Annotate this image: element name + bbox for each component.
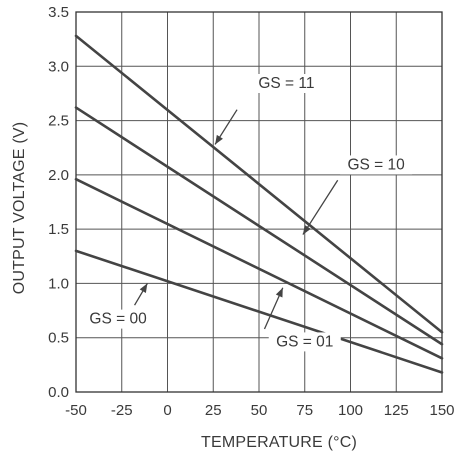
- series-group: [74, 34, 444, 374]
- y-axis-title: OUTPUT VOLTAGE (V): [11, 122, 28, 295]
- x-tick-label: 25: [205, 402, 222, 419]
- plot-frame: [75, 11, 443, 393]
- annotation-label: GS = 01: [276, 333, 333, 350]
- y-tick-label: 3.5: [48, 4, 69, 21]
- x-tick-label: 150: [429, 402, 454, 419]
- series-line: [74, 249, 444, 374]
- annotation-label-bg: [82, 309, 155, 329]
- annotation-arrowhead: [139, 283, 148, 294]
- annotation-label-bg: [268, 332, 341, 352]
- annotation-label: GS = 10: [347, 156, 405, 173]
- grid: [75, 11, 443, 393]
- annotation-label-bg: [340, 155, 413, 175]
- annotation-label: GS = 00: [89, 311, 147, 328]
- x-tick-labels: -50 -25 0 25 50 75 100 125 150: [65, 402, 454, 419]
- series-line: [74, 34, 444, 334]
- x-tick-label: -50: [65, 402, 87, 419]
- y-tick-labels: 0.0 0.5 1.0 1.5 2.0 2.5 3.0 3.5: [48, 4, 69, 401]
- series-line: [74, 106, 444, 346]
- annotation-arrowhead: [275, 287, 283, 298]
- annotation-arrow-shaft: [302, 179, 339, 235]
- x-tick-label: -25: [111, 402, 133, 419]
- series-line: [74, 177, 444, 360]
- y-tick-label: 2.0: [48, 167, 69, 184]
- y-tick-label: 0.0: [48, 384, 69, 401]
- x-tick-label: 50: [251, 402, 268, 419]
- annotation-arrowhead: [215, 134, 223, 145]
- x-axis-title: TEMPERATURE (°C): [201, 434, 357, 451]
- y-tick-label: 0.5: [48, 330, 69, 347]
- x-tick-label: 0: [163, 402, 171, 419]
- annotation-label: GS = 11: [258, 75, 314, 92]
- x-tick-label: 100: [338, 402, 363, 419]
- x-tick-label: 125: [384, 402, 409, 419]
- y-tick-label: 1.5: [48, 221, 69, 238]
- y-tick-label: 1.0: [48, 275, 69, 292]
- y-tick-label: 2.5: [48, 113, 69, 130]
- annotations: GS = 11 GS = 10 GS = 01 GS = 00: [82, 74, 413, 352]
- x-tick-label: 75: [296, 402, 313, 419]
- y-tick-label: 3.0: [48, 58, 69, 75]
- annotation-arrowhead: [302, 225, 311, 235]
- annotation-label-bg: [250, 74, 323, 93]
